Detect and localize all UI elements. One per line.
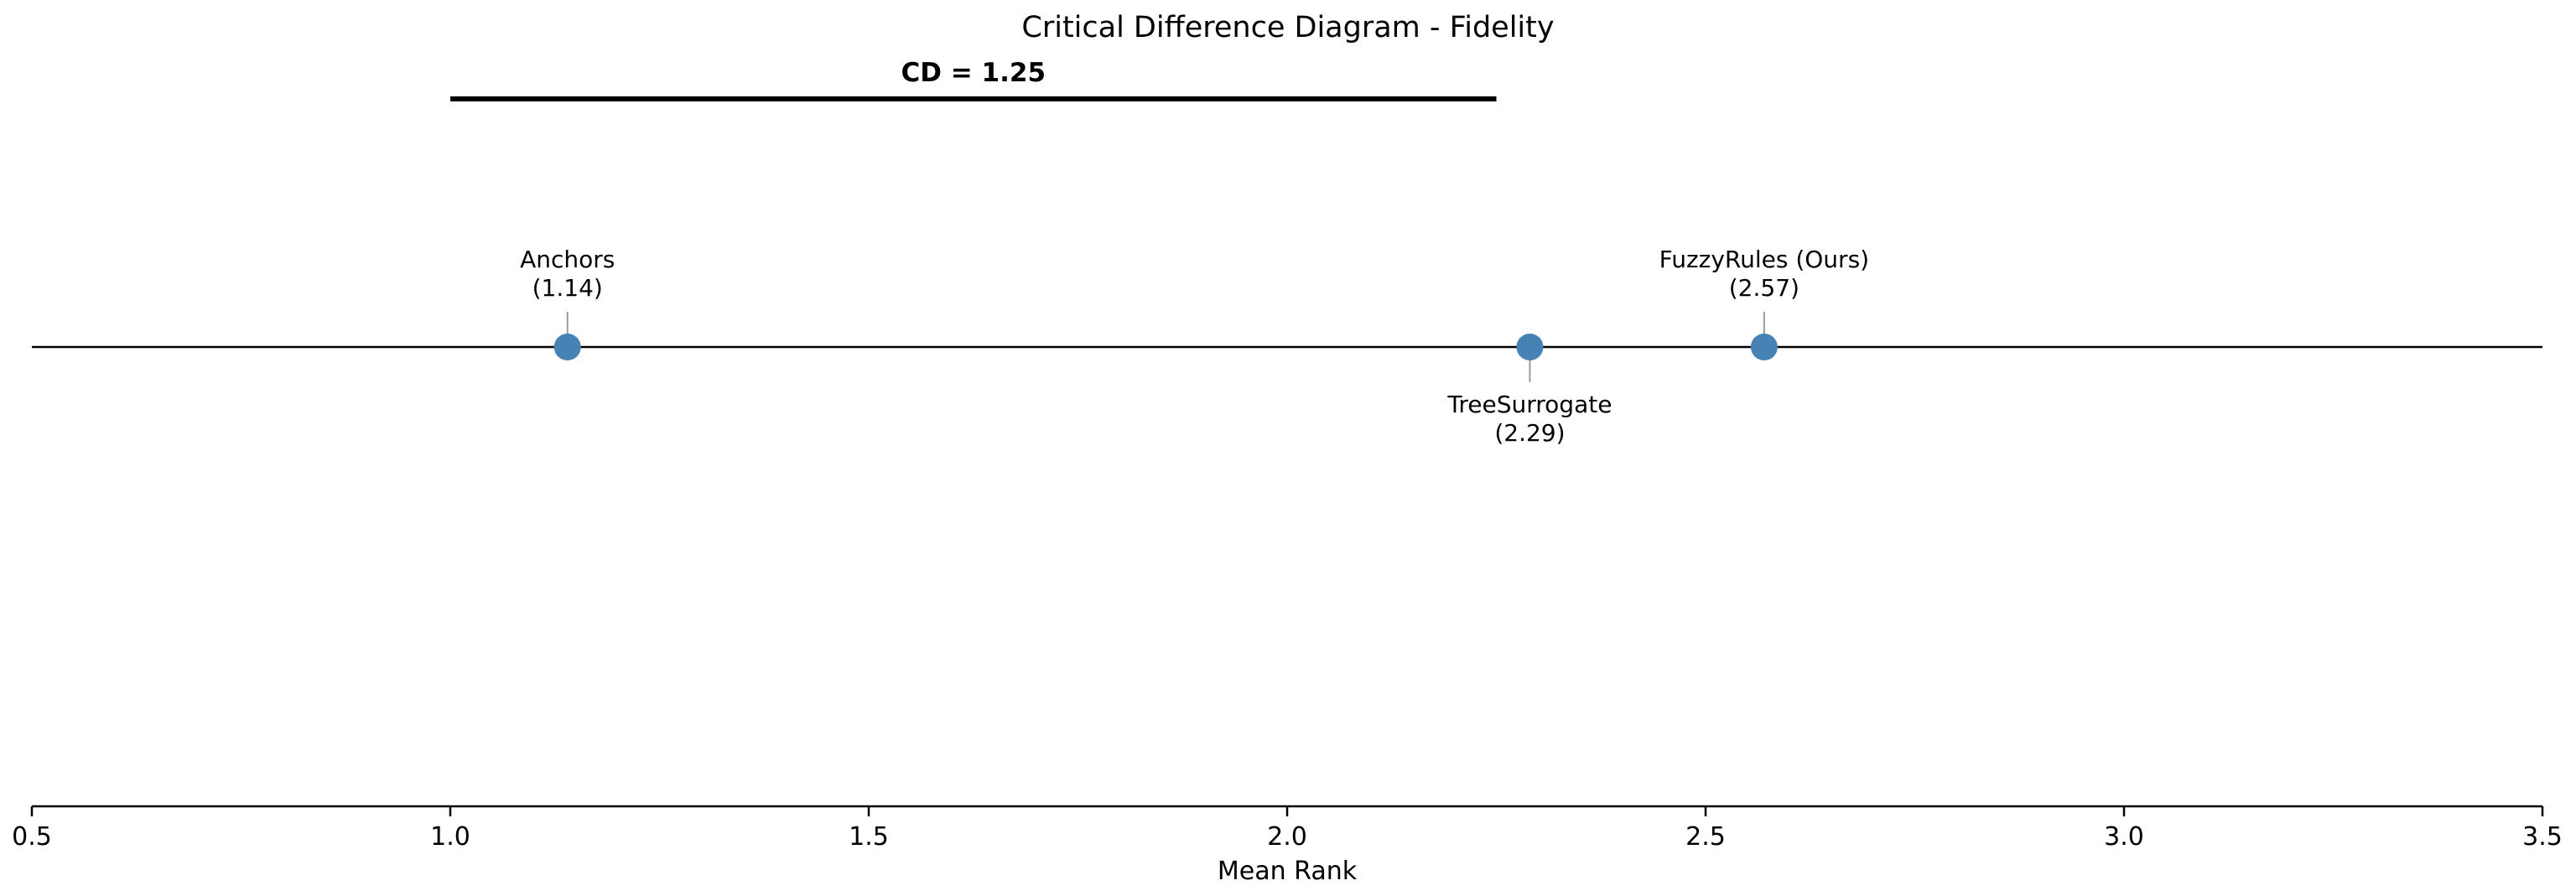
method-marker-treesurrogate (1516, 334, 1544, 360)
method-marker-fuzzyrules-ours (1750, 334, 1778, 360)
x-tick-label: 3.0 (2104, 822, 2144, 852)
critical-difference-label: CD = 1.25 (901, 58, 1046, 88)
x-tick-label: 1.0 (430, 822, 470, 852)
chart-title: Critical Difference Diagram - Fidelity (1021, 11, 1554, 44)
method-name-treesurrogate: TreeSurrogate (1446, 391, 1612, 418)
x-axis-ticks: 0.5 1.0 1.5 2.0 2.5 3.0 3.5 (12, 806, 2563, 852)
method-rank-treesurrogate: (2.29) (1494, 419, 1565, 447)
x-tick-label: 2.0 (1267, 822, 1307, 852)
x-tick-label: 1.5 (849, 822, 889, 852)
methods-layer: Anchors(1.14) TreeSurrogate(2.29) FuzzyRul… (520, 246, 1869, 447)
x-tick-label: 3.5 (2522, 822, 2563, 852)
x-tick-label: 2.5 (1685, 822, 1726, 852)
x-axis-label: Mean Rank (1218, 857, 1358, 886)
method-marker-anchors (553, 334, 581, 360)
method-rank-anchors: (1.14) (532, 274, 603, 302)
method-name-anchors: Anchors (520, 246, 615, 273)
x-tick-label: 0.5 (12, 822, 52, 852)
method-rank-fuzzyrules-ours: (2.57) (1729, 274, 1800, 302)
method-name-fuzzyrules-ours: FuzzyRules (Ours) (1659, 246, 1869, 273)
